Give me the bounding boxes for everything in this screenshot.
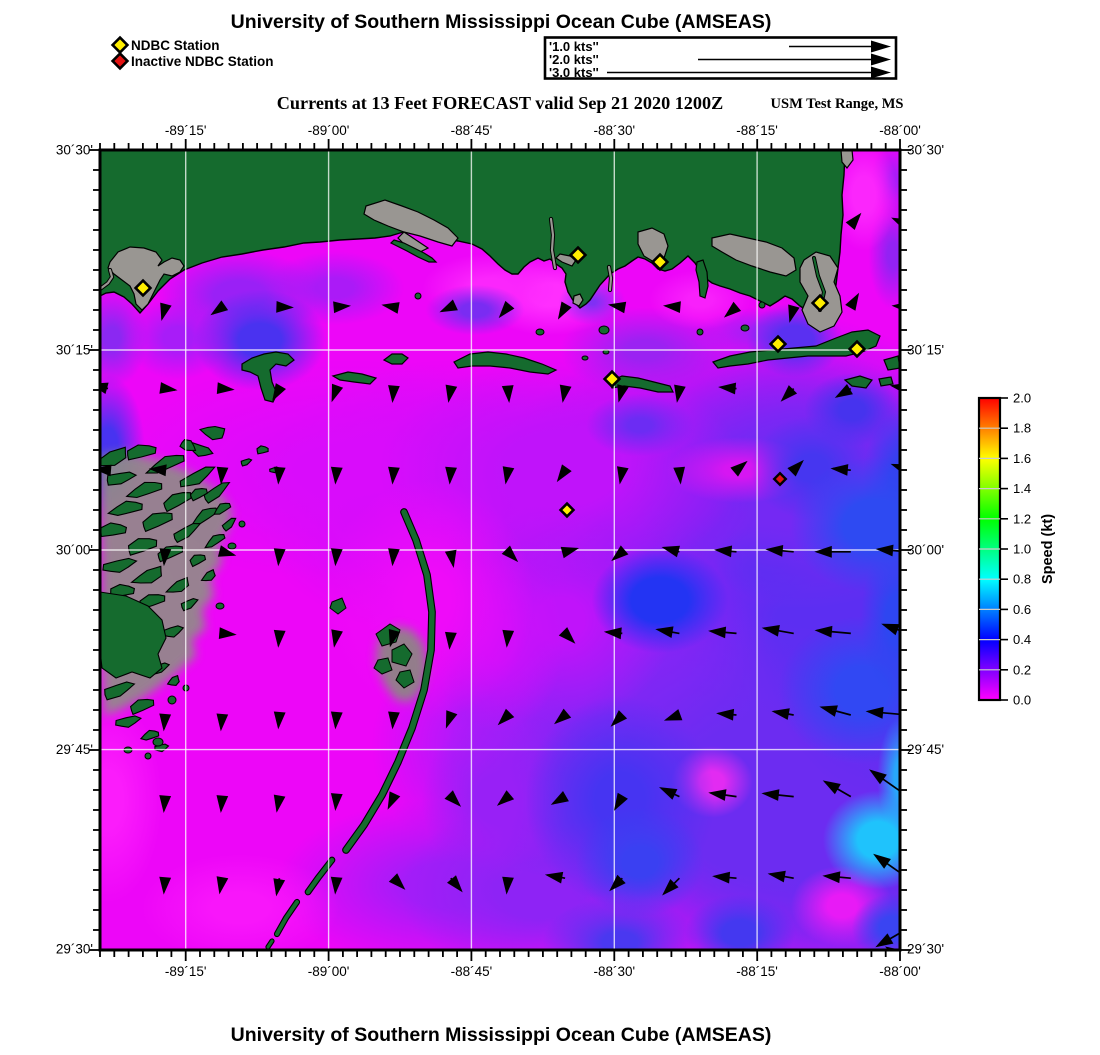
svg-text:30´00': 30´00' [56, 543, 93, 558]
svg-text:-88´15': -88´15' [736, 123, 778, 138]
svg-text:'3.0 kts'': '3.0 kts'' [549, 65, 599, 80]
svg-text:30´30': 30´30' [907, 143, 944, 158]
svg-text:-88´00': -88´00' [879, 123, 921, 138]
svg-text:University of Southern Mississ: University of Southern Mississippi Ocean… [231, 1024, 772, 1046]
svg-text:-88´45': -88´45' [451, 123, 493, 138]
svg-text:0.4: 0.4 [1013, 632, 1031, 647]
svg-text:29´45': 29´45' [56, 742, 93, 757]
svg-text:30´15': 30´15' [56, 343, 93, 358]
svg-text:0.8: 0.8 [1013, 572, 1031, 587]
svg-text:0.2: 0.2 [1013, 662, 1031, 677]
svg-text:2.0: 2.0 [1013, 391, 1031, 406]
svg-text:-89´15': -89´15' [165, 123, 207, 138]
svg-text:1.6: 1.6 [1013, 451, 1031, 466]
svg-text:-89´00': -89´00' [308, 123, 350, 138]
svg-text:-88´45': -88´45' [451, 964, 493, 979]
svg-text:Currents at 13 Feet FORECAST v: Currents at 13 Feet FORECAST valid Sep 2… [277, 93, 723, 113]
svg-text:University of Southern Mississ: University of Southern Mississippi Ocean… [231, 11, 772, 33]
svg-text:30´30': 30´30' [56, 143, 93, 158]
svg-text:0.0: 0.0 [1013, 693, 1031, 708]
svg-text:-88´00': -88´00' [879, 964, 921, 979]
svg-text:Inactive NDBC Station: Inactive NDBC Station [131, 54, 274, 69]
svg-text:29´45': 29´45' [907, 742, 944, 757]
svg-text:29´30': 29´30' [56, 942, 93, 957]
svg-text:-88´30': -88´30' [593, 123, 635, 138]
svg-text:1.4: 1.4 [1013, 481, 1031, 496]
svg-text:-88´30': -88´30' [593, 964, 635, 979]
svg-text:1.0: 1.0 [1013, 542, 1031, 557]
svg-text:Speed (kt): Speed (kt) [1040, 514, 1056, 584]
svg-text:1.2: 1.2 [1013, 511, 1031, 526]
svg-text:USM Test Range, MS: USM Test Range, MS [771, 96, 904, 112]
svg-text:0.6: 0.6 [1013, 602, 1031, 617]
svg-text:-89´15': -89´15' [165, 964, 207, 979]
svg-text:29´30': 29´30' [907, 942, 944, 957]
svg-text:-88´15': -88´15' [736, 964, 778, 979]
svg-text:30´00': 30´00' [907, 543, 944, 558]
svg-text:-89´00': -89´00' [308, 964, 350, 979]
svg-text:NDBC Station: NDBC Station [131, 38, 220, 53]
svg-text:30´15': 30´15' [907, 343, 944, 358]
svg-text:1.8: 1.8 [1013, 421, 1031, 436]
